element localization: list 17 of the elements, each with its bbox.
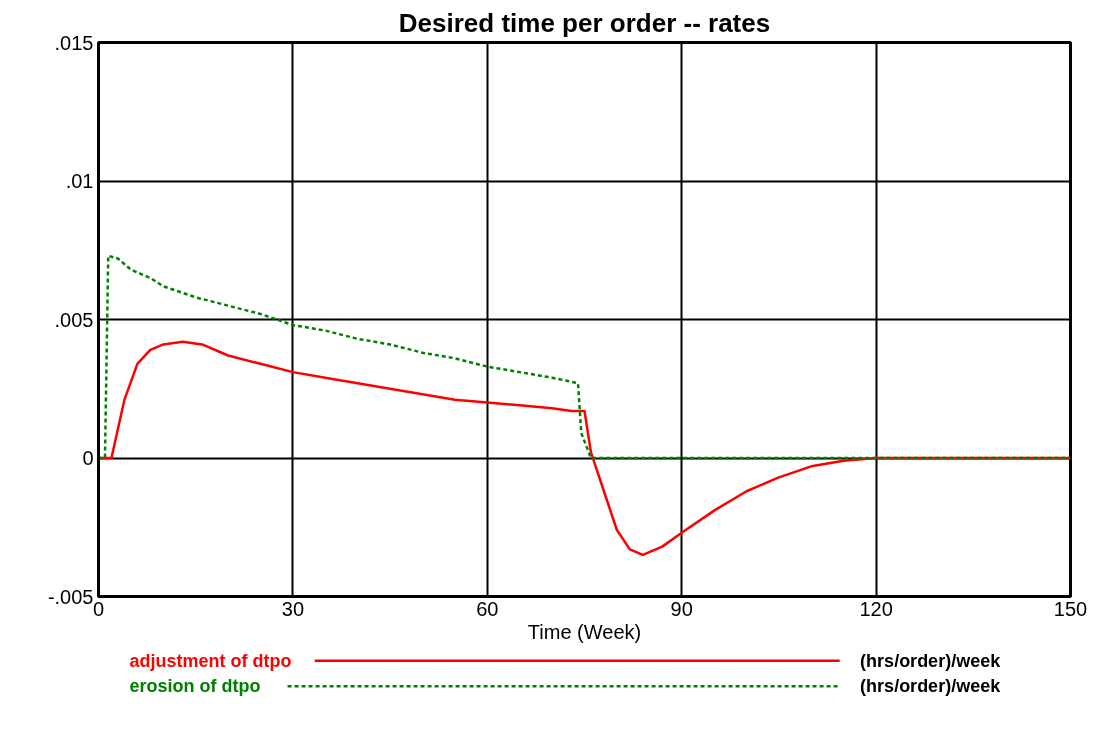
y-tick-label: 0 [82,447,94,469]
x-tick-label: 30 [281,597,305,620]
x-tick-label: 90 [670,597,693,620]
y-tick-label: .005 [54,308,94,331]
x-axis-title: Time (Week) [527,620,642,643]
line-series [98,254,1071,460]
x-tick-label: 120 [859,597,893,620]
text: erosion of dtpo [129,676,261,697]
text: adjustment of dtpo [129,650,292,671]
y-tick-label: .015 [54,31,94,54]
text: (hrs/order)/week [860,650,1002,671]
x-tick-label: 150 [1053,597,1088,620]
chart-title: Desired time per order -- rates [398,7,771,38]
x-tick-label: 60 [476,597,499,620]
y-tick-label: -.005 [47,585,94,608]
text: (hrs/order)/week [860,676,1002,697]
y-tick-label: .01 [65,170,94,192]
